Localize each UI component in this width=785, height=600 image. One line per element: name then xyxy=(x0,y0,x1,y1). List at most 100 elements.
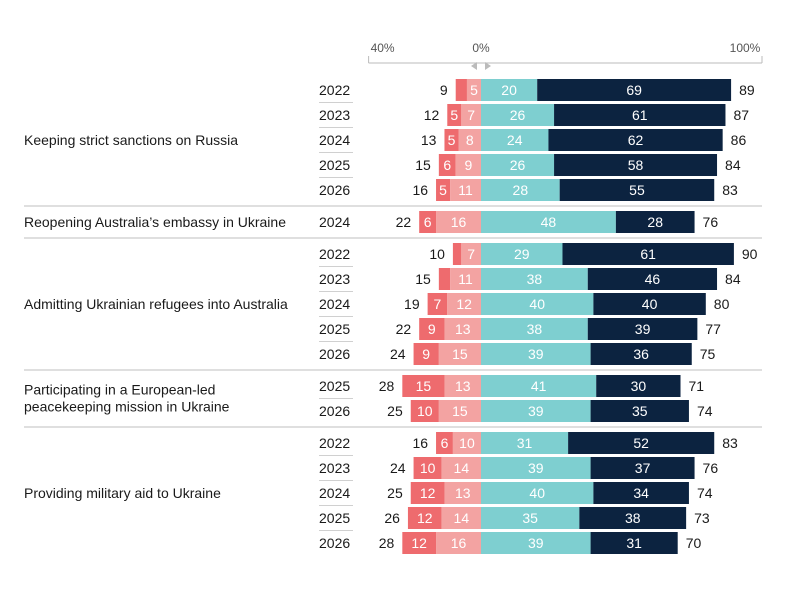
bar-somewhat-favour xyxy=(481,432,569,454)
bar-strongly-against xyxy=(436,432,453,454)
bar-strongly-favour-label: 55 xyxy=(629,182,645,198)
bar-strongly-favour xyxy=(590,343,692,365)
total-against-label: 13 xyxy=(421,132,437,148)
bar-strongly-favour xyxy=(568,432,715,454)
bar-strongly-against-label: 15 xyxy=(416,378,432,394)
group-label: Providing military aid to Ukraine xyxy=(24,485,221,501)
bar-strongly-favour-label: 61 xyxy=(632,107,648,123)
bar-somewhat-against-label: 15 xyxy=(452,403,468,419)
bar-somewhat-favour xyxy=(481,318,588,340)
bar-strongly-favour-label: 36 xyxy=(633,346,649,362)
bar-somewhat-favour xyxy=(481,154,555,176)
bar-strongly-favour-label: 34 xyxy=(633,485,649,501)
bar-strongly-against-label: 6 xyxy=(424,214,432,230)
axis-label-left: 40% xyxy=(371,41,395,55)
year-label: 2026 xyxy=(319,182,350,198)
bar-strongly-against xyxy=(419,211,437,233)
bar-somewhat-against-label: 9 xyxy=(464,157,472,173)
total-against-label: 12 xyxy=(424,107,440,123)
bar-somewhat-against xyxy=(444,375,481,397)
total-favour-label: 83 xyxy=(722,435,738,451)
bar-strongly-against xyxy=(455,79,467,101)
bar-somewhat-against-label: 11 xyxy=(458,182,473,198)
total-against-label: 24 xyxy=(390,460,406,476)
bar-strongly-against xyxy=(413,343,439,365)
group-label: Participating in a European-led peacekeep… xyxy=(24,382,230,415)
arrow-left-icon xyxy=(471,62,477,70)
total-against-label: 16 xyxy=(412,435,428,451)
bar-strongly-against-label: 6 xyxy=(441,435,449,451)
bar-strongly-against-label: 5 xyxy=(439,182,447,198)
bar-strongly-against xyxy=(447,104,462,126)
bar-strongly-against-label: 10 xyxy=(417,403,433,419)
bar-somewhat-against xyxy=(450,268,481,290)
year-label: 2026 xyxy=(319,535,350,551)
bar-somewhat-favour xyxy=(481,400,591,422)
bar-somewhat-favour xyxy=(481,104,555,126)
bar-somewhat-against xyxy=(436,532,481,554)
bar-somewhat-favour xyxy=(481,375,597,397)
bar-somewhat-favour xyxy=(481,268,588,290)
bar-somewhat-favour xyxy=(481,79,538,101)
total-against-label: 28 xyxy=(379,378,395,394)
bar-strongly-against xyxy=(413,457,442,479)
bar-somewhat-against-label: 15 xyxy=(452,346,468,362)
bar-somewhat-against xyxy=(436,211,481,233)
bar-strongly-favour-label: 61 xyxy=(640,246,656,262)
bar-somewhat-against xyxy=(438,400,481,422)
bar-somewhat-favour-label: 31 xyxy=(517,435,533,451)
total-favour-label: 90 xyxy=(742,246,758,262)
bar-somewhat-favour-label: 38 xyxy=(527,271,543,287)
total-against-label: 22 xyxy=(396,321,412,337)
bar-strongly-against-label: 10 xyxy=(420,460,436,476)
bar-somewhat-against xyxy=(466,79,481,101)
bar-strongly-favour-label: 37 xyxy=(635,460,651,476)
bar-strongly-favour-label: 52 xyxy=(633,435,649,451)
bar-somewhat-against xyxy=(461,104,481,126)
axis-label-right: 100% xyxy=(730,41,761,55)
bar-somewhat-favour-label: 38 xyxy=(527,321,543,337)
bar-somewhat-favour xyxy=(481,129,549,151)
total-against-label: 24 xyxy=(390,346,406,362)
bar-strongly-favour xyxy=(554,104,726,126)
bar-strongly-against xyxy=(427,293,448,315)
bar-somewhat-against-label: 5 xyxy=(470,82,478,98)
bar-somewhat-against xyxy=(447,293,481,315)
bar-somewhat-favour-label: 39 xyxy=(528,460,544,476)
bar-somewhat-favour-label: 40 xyxy=(529,485,545,501)
bar-somewhat-against xyxy=(444,482,481,504)
bar-strongly-favour xyxy=(590,457,695,479)
bar-somewhat-favour-label: 39 xyxy=(528,346,544,362)
bar-strongly-favour-label: 31 xyxy=(626,535,642,551)
bar-somewhat-against xyxy=(458,129,481,151)
total-favour-label: 89 xyxy=(739,82,755,98)
group-label: Keeping strict sanctions on Russia xyxy=(24,132,238,148)
total-against-label: 16 xyxy=(412,182,428,198)
year-label: 2026 xyxy=(319,346,350,362)
bar-strongly-favour xyxy=(615,211,695,233)
bar-somewhat-favour-label: 40 xyxy=(529,296,545,312)
bar-somewhat-against-label: 8 xyxy=(466,132,474,148)
bar-strongly-favour-label: 62 xyxy=(628,132,644,148)
bar-strongly-favour xyxy=(579,507,687,529)
bar-strongly-favour-label: 38 xyxy=(625,510,641,526)
bar-somewhat-against-label: 16 xyxy=(451,214,467,230)
bar-strongly-against xyxy=(438,154,456,176)
year-label: 2024 xyxy=(319,214,350,230)
group-label: Reopening Australia’s embassy in Ukraine xyxy=(24,214,286,230)
bar-somewhat-favour-label: 24 xyxy=(507,132,523,148)
bar-somewhat-against xyxy=(461,243,481,265)
total-favour-label: 83 xyxy=(722,182,738,198)
bar-strongly-against-label: 12 xyxy=(411,535,427,551)
year-label: 2022 xyxy=(319,82,350,98)
bar-strongly-against-label: 9 xyxy=(422,346,430,362)
bar-strongly-against-label: 12 xyxy=(420,485,436,501)
bar-somewhat-favour xyxy=(481,482,594,504)
bar-strongly-against-label: 12 xyxy=(417,510,433,526)
year-label: 2025 xyxy=(319,378,350,394)
total-against-label: 9 xyxy=(440,82,448,98)
total-favour-label: 74 xyxy=(697,485,713,501)
bar-somewhat-favour-label: 26 xyxy=(510,107,526,123)
bar-somewhat-favour-label: 39 xyxy=(528,403,544,419)
total-against-label: 25 xyxy=(387,485,403,501)
